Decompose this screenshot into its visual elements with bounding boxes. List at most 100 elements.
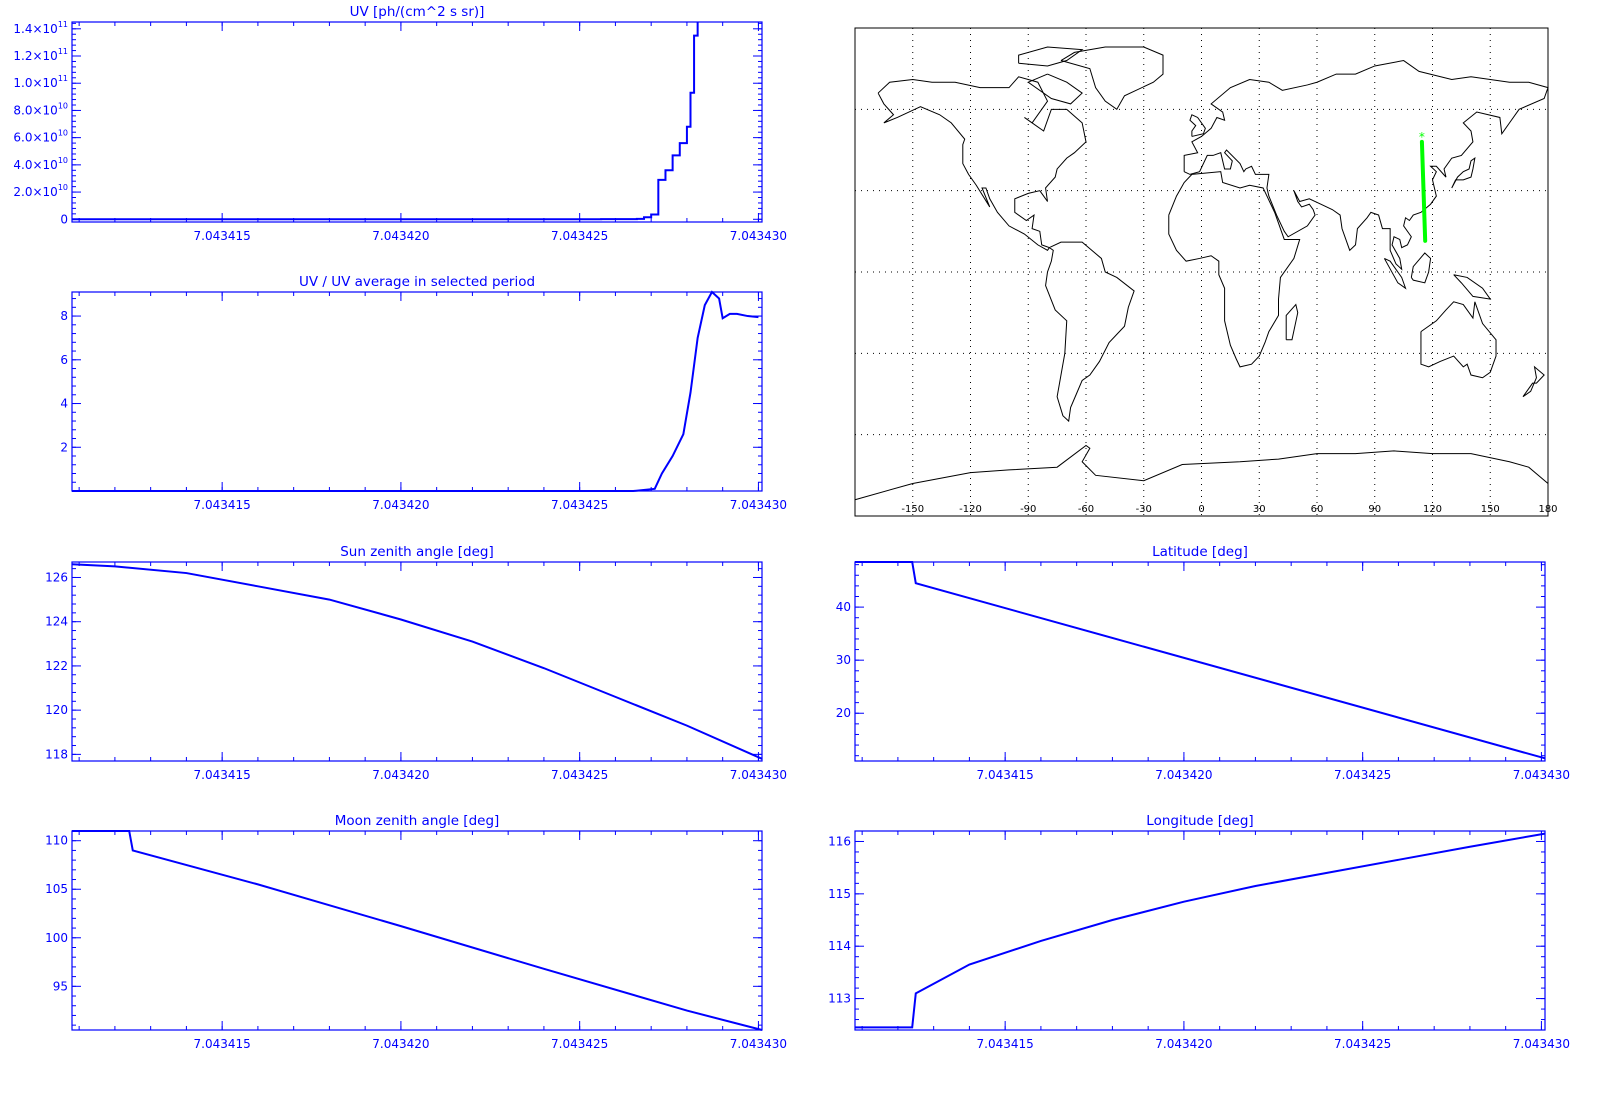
chart-title: Longitude [deg] (1146, 813, 1253, 829)
x-tick-label: 7.043425 (551, 498, 608, 512)
coastline-new-zealand (1522, 365, 1545, 398)
lon-tick-label: 90 (1368, 504, 1381, 515)
x-tick-label: 7.043415 (194, 229, 251, 243)
y-tick-label: 1.2×1011 (13, 47, 68, 63)
y-tick-label: 2.0×1010 (13, 183, 68, 199)
coastline-baffin (1027, 73, 1083, 105)
y-tick-label: 113 (828, 992, 851, 1006)
lon-tick-label: 120 (1423, 504, 1442, 515)
x-tick-label: 7.043430 (730, 1037, 787, 1051)
chart-title: Latitude [deg] (1152, 544, 1248, 560)
chart-panel-longitude: Longitude [deg] 7.043415 7.043420 7.043425 7… (828, 813, 1570, 1051)
chart-panel-uv_ratio: UV / UV average in selected period 7.0434… (60, 274, 787, 512)
plot-frame (71, 830, 763, 1031)
x-tick-label: 7.043430 (730, 768, 787, 782)
y-tick-label: 20 (836, 706, 851, 720)
coastline-britain (1189, 114, 1206, 137)
coastline-north-america (877, 76, 1087, 251)
y-tick-label: 1.4×1011 (13, 20, 68, 36)
chart-title: UV / UV average in selected period (299, 274, 535, 290)
x-tick-label: 7.043425 (1334, 1037, 1391, 1051)
x-tick-label: 7.043430 (1513, 1037, 1570, 1051)
x-tick-label: 7.043415 (194, 768, 251, 782)
x-tick-label: 7.043415 (194, 1037, 251, 1051)
lon-tick-label: 150 (1481, 504, 1500, 515)
chart-panel-moon_zenith: Moon zenith angle [deg] 7.043415 7.043420 7… (45, 813, 787, 1051)
plot-frame (71, 21, 763, 223)
x-tick-label: 7.043430 (730, 498, 787, 512)
x-tick-label: 7.043425 (551, 229, 608, 243)
y-tick-label: 30 (836, 653, 851, 667)
coastline-madagascar (1285, 303, 1299, 341)
chart-panel-uv: UV [ph/(cm^2 s sr)] 7.043415 7.043420 7.043… (13, 4, 787, 243)
world-map: -150 -120 -90 -60 -30 0 30 60 90 120 150 180 * (854, 27, 1558, 517)
chart-panel-sun_zenith: Sun zenith angle [deg] 7.043415 7.043420 7.… (45, 544, 787, 782)
y-tick-label: 110 (45, 834, 68, 848)
y-tick-label: 1.0×1011 (13, 74, 68, 90)
y-tick-label: 8.0×1010 (13, 101, 68, 117)
series-line-sun_zenith (71, 563, 763, 760)
x-tick-label: 7.043415 (194, 498, 251, 512)
y-tick-label: 4 (60, 397, 68, 411)
x-tick-label: 7.043425 (1334, 768, 1391, 782)
coastline-antarctica (854, 444, 1549, 501)
x-tick-label: 7.043425 (551, 1037, 608, 1051)
coastline-greenland (1060, 46, 1164, 111)
y-tick-label: 120 (45, 703, 68, 717)
chart-title: Sun zenith angle [deg] (340, 544, 494, 560)
y-tick-label: 4.0×1010 (13, 156, 68, 172)
y-tick-label: 40 (836, 600, 851, 614)
coastline-south-america (1045, 241, 1135, 423)
y-tick-label: 105 (45, 882, 68, 896)
y-tick-label: 0 (60, 212, 68, 226)
coastline-japan (1451, 157, 1476, 189)
series-line-uv_ratio (72, 290, 759, 492)
x-tick-label: 7.043415 (977, 1037, 1034, 1051)
coastline-eurasia (1183, 60, 1549, 271)
lon-tick-label: -30 (1136, 504, 1152, 515)
series-line-moon_zenith (72, 830, 763, 1031)
y-tick-label: 95 (53, 979, 68, 993)
lon-tick-label: 0 (1198, 504, 1204, 515)
y-tick-label: 8 (60, 309, 68, 323)
y-tick-label: 118 (45, 747, 68, 761)
y-tick-label: 115 (828, 887, 851, 901)
y-tick-label: 114 (828, 939, 851, 953)
y-tick-label: 2 (60, 440, 68, 454)
x-tick-label: 7.043430 (1513, 768, 1570, 782)
plot-frame (71, 291, 763, 492)
series-line-latitude (855, 561, 1546, 760)
y-tick-label: 116 (828, 834, 851, 848)
lon-tick-label: -90 (1020, 504, 1036, 515)
x-tick-label: 7.043430 (730, 229, 787, 243)
lon-tick-label: 30 (1253, 504, 1266, 515)
plot-frame (854, 830, 1546, 1031)
plot-frame (71, 561, 763, 762)
coastline-australia (1420, 301, 1497, 379)
lon-tick-label: 180 (1538, 504, 1557, 515)
coastline-new-guinea (1453, 274, 1492, 300)
series-line-uv (72, 22, 699, 221)
x-tick-label: 7.043425 (551, 768, 608, 782)
coastline-africa (1168, 171, 1301, 368)
lon-tick-label: 60 (1311, 504, 1324, 515)
y-tick-label: 6.0×1010 (13, 129, 68, 145)
x-tick-label: 7.043420 (1155, 1037, 1212, 1051)
series-line-longitude (855, 832, 1546, 1029)
track-start-marker: * (1419, 130, 1425, 144)
x-tick-label: 7.043420 (372, 768, 429, 782)
coastline-borneo (1410, 252, 1432, 284)
y-tick-label: 122 (45, 659, 68, 673)
x-tick-label: 7.043420 (1155, 768, 1212, 782)
x-tick-label: 7.043415 (977, 768, 1034, 782)
coastline-ellesmere (1018, 46, 1084, 67)
satellite-track (1419, 139, 1428, 243)
chart-panel-latitude: Latitude [deg] 7.043415 7.043420 7.043425 7.… (836, 544, 1570, 782)
coastline-sumatra (1383, 257, 1407, 290)
x-tick-label: 7.043420 (372, 229, 429, 243)
lon-tick-label: -60 (1078, 504, 1094, 515)
lon-tick-label: -120 (959, 504, 982, 515)
y-tick-label: 6 (60, 353, 68, 367)
y-tick-label: 100 (45, 931, 68, 945)
